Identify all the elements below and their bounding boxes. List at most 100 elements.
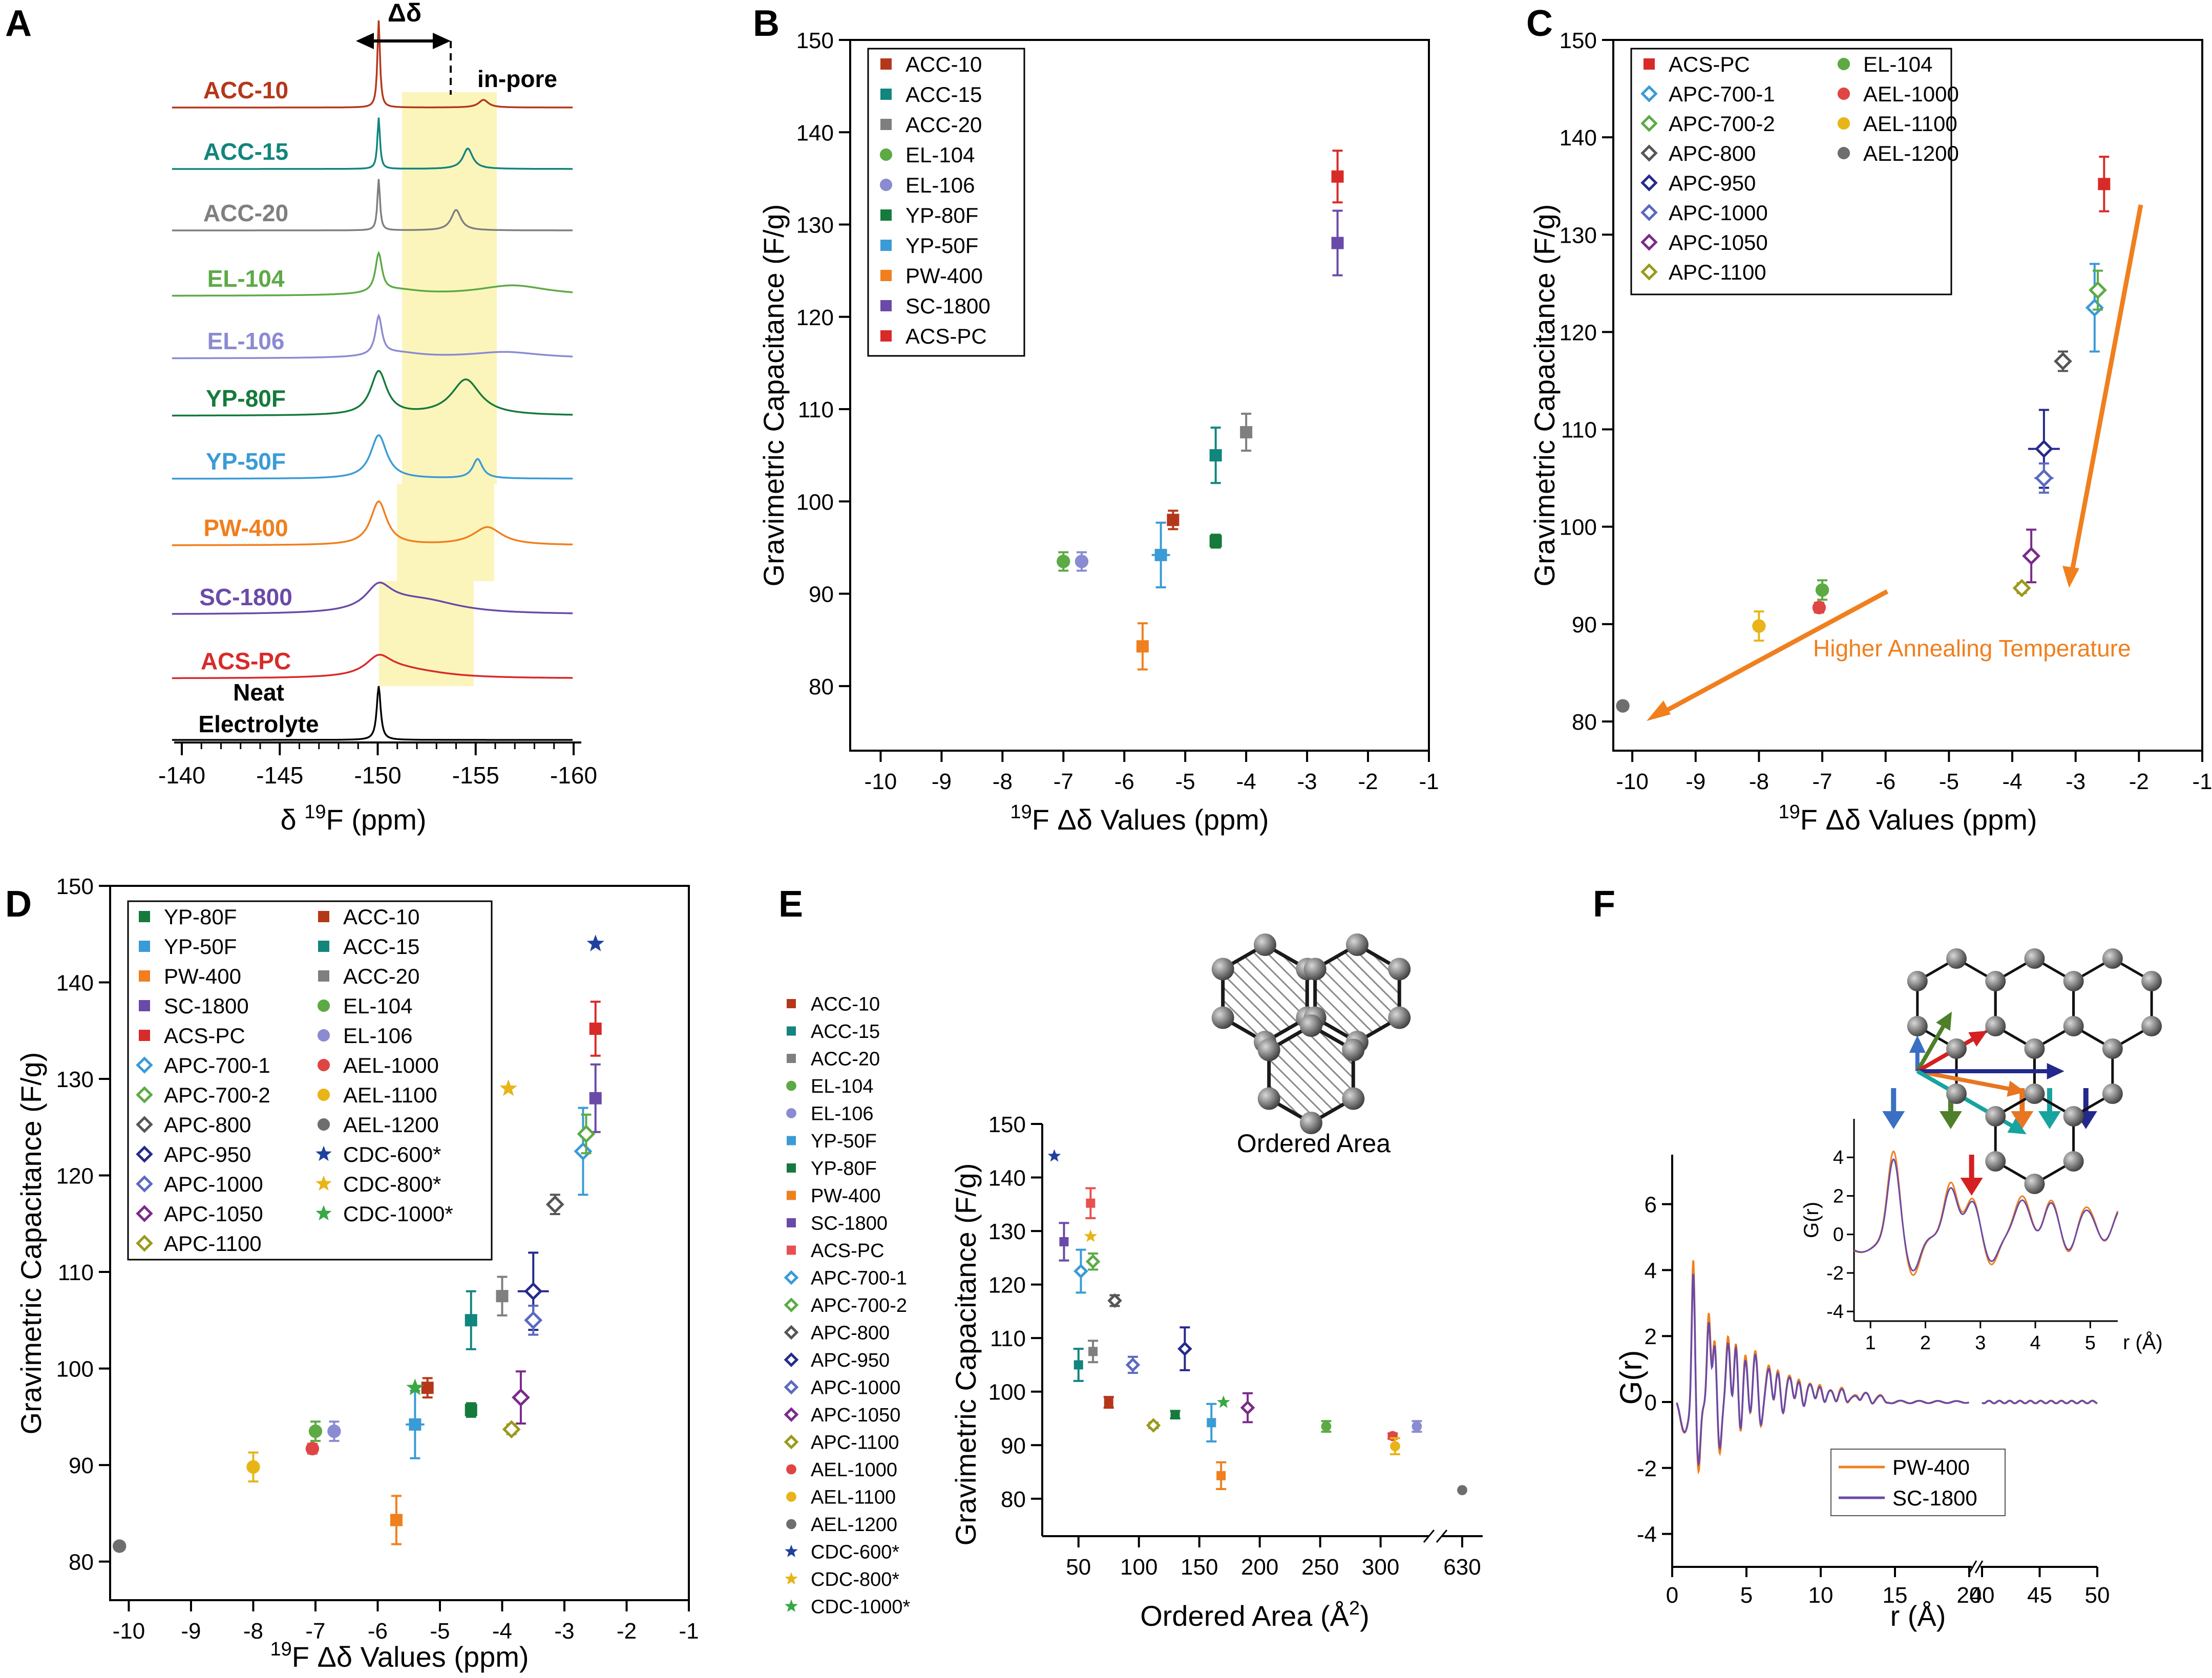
legend-marker-ael-1000	[317, 1058, 330, 1072]
legend-marker-acc-15	[880, 89, 892, 100]
peak-arrow-head-2	[1960, 1178, 1983, 1196]
b-y-tick-label-5: 130	[796, 213, 834, 238]
legend-marker-apc-950	[784, 1352, 799, 1367]
panel-letter-b: B	[753, 3, 780, 44]
legend-label-ael-1000: AEL-1000	[343, 1053, 439, 1077]
f-break-mark-2	[1974, 1560, 1984, 1574]
marker-apc-700-1	[2085, 298, 2104, 317]
in-pore-highlight-region	[379, 92, 497, 686]
legend-marker-apc-700-1	[136, 1056, 153, 1074]
nmr-trace-acc-10	[172, 20, 573, 109]
panel-letter-c: C	[1526, 3, 1553, 44]
lattice-atom	[2063, 1016, 2084, 1036]
f-x-tick-label-0: 0	[1666, 1583, 1678, 1608]
lattice-hexagon-2	[2072, 957, 2153, 1050]
f-legend-label-pw400: PW-400	[1892, 1455, 1970, 1479]
d-x-tick-label-1: -9	[181, 1619, 201, 1644]
legend-marker-ael-1100	[317, 1088, 330, 1101]
e-y-tick-label-2: 100	[988, 1380, 1026, 1405]
legend-marker-apc-1050	[1640, 233, 1658, 251]
inset-line-sc-1800	[1853, 1158, 2119, 1272]
c-y-axis-label: Gravimetric Capacitance (F/g)	[1528, 204, 1561, 587]
f-y-tick-label-4: 4	[1645, 1258, 1657, 1283]
marker-acs-pc	[589, 1023, 602, 1035]
peak-arrow-head-1	[1939, 1111, 1962, 1129]
marker-el-104	[1321, 1421, 1332, 1432]
legend-label-cdc-600: CDC-600*	[811, 1542, 899, 1563]
marker-apc-1050	[511, 1388, 530, 1407]
f-y-tick-label-2: 0	[1645, 1390, 1657, 1415]
legend-label-apc-950: APC-950	[811, 1350, 890, 1371]
lattice-atom	[1985, 1151, 2006, 1172]
a-x-tick-label-1: -145	[256, 762, 303, 789]
d-axes: -10 -9 -8 -7 -6 -5 -4 -3 -2 -1 80 90 100 110 120 130 140…	[56, 874, 699, 1644]
panel-letter-e: E	[778, 884, 803, 925]
c-y-tick-label-4: 120	[1560, 320, 1597, 345]
legend-marker-pw-400	[880, 270, 892, 281]
b-x-tick-label-0: -10	[865, 769, 897, 794]
panel-letter-a: A	[5, 3, 32, 44]
in-pore-label: in-pore	[477, 66, 557, 92]
legend-label-el-104: EL-104	[811, 1076, 874, 1097]
marker-el-104	[1815, 583, 1829, 597]
c-y-tick-label-1: 90	[1572, 612, 1597, 638]
legend-marker-cdc-600	[315, 1145, 332, 1161]
legend-label-apc-700-1: APC-700-1	[811, 1268, 907, 1289]
annealing-arrows: Higher Annealing Temperature	[1647, 204, 2143, 721]
b-data-points	[1057, 150, 1344, 671]
d-plot-frame	[109, 885, 690, 1601]
marker-apc-1100	[502, 1420, 521, 1439]
legend-marker-pw-400	[787, 1191, 796, 1200]
legend-label-apc-700-1: APC-700-1	[1669, 82, 1775, 106]
d-y-tick-label-6: 140	[56, 971, 94, 996]
e-axis-break-mark-2	[1436, 1530, 1448, 1543]
legend-label-yp-50f: YP-50F	[164, 934, 237, 959]
d-x-tick-label-3: -7	[305, 1619, 325, 1644]
b-x-tick-label-6: -4	[1236, 769, 1256, 794]
lattice-atom	[2063, 1151, 2084, 1172]
legend-label-el-106: EL-106	[905, 173, 975, 197]
e-axis-break-mark-1	[1423, 1530, 1435, 1543]
b-y-axis-label: Gravimetric Capacitance (F/g)	[757, 204, 790, 587]
legend-marker-ael-1000	[786, 1464, 796, 1475]
c-plot-frame	[1612, 39, 2203, 752]
marker-cdc-600	[586, 934, 604, 951]
legend-marker-apc-1100	[1640, 263, 1658, 281]
hexagon-cell-1	[1313, 942, 1401, 1045]
legend-label-apc-1100: APC-1100	[164, 1231, 262, 1256]
annealing-arrow-right-head	[2062, 566, 2079, 588]
e-x-tick-label-0: 50	[1066, 1555, 1091, 1580]
e-x-tick-label-4: 250	[1301, 1555, 1339, 1580]
marker-el-104	[1057, 555, 1070, 568]
sample-label-yp-80f: YP-80F	[206, 385, 286, 412]
marker-ael-1100	[246, 1460, 260, 1474]
marker-el-104	[308, 1424, 323, 1438]
c-x-tick-label-9: -1	[2192, 769, 2212, 794]
legend-marker-acs-pc	[880, 330, 892, 342]
c-x-axis-label: 19F Δδ Values (ppm)	[1778, 801, 2037, 836]
marker-ael-1000	[305, 1441, 320, 1456]
marker-cdc-1000	[1217, 1395, 1230, 1408]
legend-label-apc-1100: APC-1100	[811, 1432, 899, 1454]
b-x-axis-label: 19F Δδ Values (ppm)	[1010, 801, 1269, 836]
legend-marker-apc-700-1	[784, 1270, 799, 1285]
sample-label-acs-pc: ACS-PC	[201, 648, 291, 674]
legend-marker-apc-1000	[136, 1175, 153, 1193]
panel-letter-d: D	[5, 884, 32, 925]
marker-pw-400	[1136, 640, 1149, 653]
f-x-tick-label-7: 50	[2085, 1583, 2110, 1608]
legend-marker-ael-1000	[1837, 87, 1850, 100]
legend-label-cdc-800: CDC-800*	[343, 1172, 441, 1196]
d-x-tick-label-0: -10	[113, 1619, 145, 1644]
marker-cdc-1000	[406, 1378, 424, 1395]
distance-vector-head-2	[1968, 1031, 1988, 1047]
a-x-tick-label-2: -150	[354, 762, 401, 789]
carbon-atom	[1257, 1038, 1280, 1061]
marker-acs-pc	[2098, 178, 2111, 190]
legend-label-apc-1050: APC-1050	[164, 1202, 263, 1226]
f-inset-x-tick-label-1: 2	[1920, 1332, 1931, 1354]
carbon-atom	[1388, 1006, 1411, 1029]
legend-marker-apc-700-2	[136, 1086, 153, 1103]
f-x-tick-label-6: 45	[2027, 1583, 2052, 1608]
